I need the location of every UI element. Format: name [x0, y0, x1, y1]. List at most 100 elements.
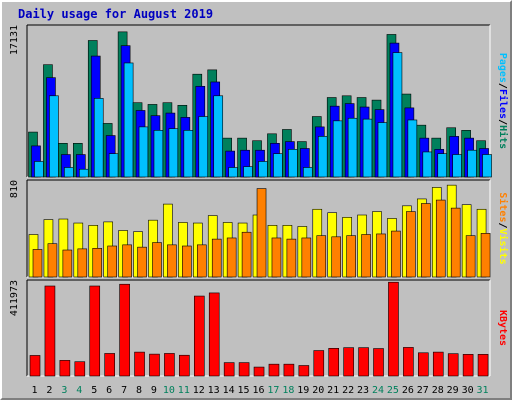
day-label: 19: [297, 385, 309, 396]
sites-bar: [421, 203, 431, 278]
day-label: 31: [477, 385, 489, 396]
pages-bar: [317, 136, 328, 178]
kbytes-legend-label: KBytes: [497, 310, 508, 346]
kbytes-bar: [328, 348, 340, 377]
day-label: 10: [163, 385, 175, 396]
visits-y-max-label: 810: [9, 180, 20, 198]
kbytes-bar: [134, 351, 145, 377]
day-label: 14: [223, 385, 235, 396]
sites-bar: [196, 244, 207, 278]
kbytes-bar: [164, 353, 175, 377]
day-label: 4: [76, 385, 82, 396]
pages-bar: [303, 167, 313, 178]
day-label: 11: [178, 385, 190, 396]
pages-bar: [377, 122, 388, 178]
kbytes-bar: [193, 295, 205, 377]
kbytes-bar: [388, 281, 399, 377]
sites-bar: [47, 243, 58, 278]
day-label: 25: [387, 385, 399, 396]
day-label: 6: [106, 385, 112, 396]
day-label: 21: [327, 385, 339, 396]
sites-bar: [122, 244, 132, 278]
hits-legend-label-pages: Pages: [497, 53, 508, 83]
sites-bar: [316, 235, 327, 278]
kbytes-bar: [223, 362, 235, 377]
kbytes-bar: [104, 353, 115, 377]
pages-bar: [108, 153, 119, 178]
pages-bar: [452, 154, 462, 178]
sites-bar: [465, 235, 476, 278]
hits-legend-label-hits: Hits: [497, 125, 509, 149]
day-label: 22: [342, 385, 354, 396]
pages-bar: [123, 62, 134, 178]
visits-legend-label-sep: /: [497, 222, 508, 228]
kbytes-bar: [283, 363, 295, 377]
pages-bar: [168, 128, 179, 178]
kbytes-bar: [313, 350, 325, 377]
sites-bar: [107, 245, 117, 278]
day-label: 2: [46, 385, 52, 396]
pages-bar: [422, 151, 433, 178]
pages-bar: [64, 167, 74, 178]
day-label: 3: [61, 385, 67, 396]
sites-bar: [286, 238, 297, 278]
pages-bar: [288, 149, 298, 178]
sites-bar: [241, 231, 252, 278]
day-label: 23: [357, 385, 369, 396]
pages-bar: [258, 161, 268, 178]
pages-bar: [153, 130, 164, 178]
pages-bar: [183, 130, 194, 178]
day-label: 1: [31, 385, 37, 396]
kbytes-bar: [149, 353, 160, 377]
day-label: 26: [402, 385, 414, 396]
visits-legend-label-sites: Sites: [497, 192, 509, 222]
sites-bar: [450, 207, 461, 278]
sites-bar: [32, 249, 43, 278]
kbytes-bar: [343, 347, 354, 377]
sites-bar: [361, 234, 371, 278]
day-label: 18: [282, 385, 294, 396]
sites-bar: [480, 233, 491, 278]
day-label: 13: [208, 385, 220, 396]
pages-bar: [79, 168, 89, 178]
pages-bar: [213, 95, 224, 178]
kbytes-bar: [253, 366, 265, 377]
kbytes-bar: [477, 354, 489, 377]
sites-bar: [435, 199, 446, 278]
day-label: 7: [121, 385, 127, 396]
pages-bar: [138, 126, 149, 178]
sites-bar: [137, 246, 147, 278]
kbytes-bar: [238, 362, 250, 377]
day-label: 28: [432, 385, 444, 396]
kbytes-bar: [29, 355, 41, 377]
day-label: 20: [312, 385, 324, 396]
sites-bar: [77, 248, 88, 278]
kbytes-y-max-label: 411973: [9, 280, 20, 316]
pages-bar: [273, 153, 283, 178]
day-label: 24: [372, 385, 384, 396]
sites-bar: [391, 230, 401, 278]
day-label: 5: [91, 385, 97, 396]
pages-bar: [347, 117, 358, 178]
pages-bar: [332, 120, 343, 178]
pages-bar: [482, 154, 492, 178]
sites-bar: [376, 233, 386, 278]
pages-bar: [49, 95, 59, 178]
day-label: 29: [447, 385, 459, 396]
kbytes-legend-label-kbytes: KBytes: [497, 310, 508, 346]
kbytes-bar: [208, 292, 220, 377]
kbytes-bar: [179, 354, 190, 377]
kbytes-bar: [298, 365, 310, 377]
pages-bar: [437, 153, 448, 178]
hits-y-max-label: 17131: [9, 25, 20, 55]
sites-bar: [92, 247, 103, 278]
day-label: 27: [417, 385, 429, 396]
sites-bar: [346, 235, 356, 278]
kbytes-bar: [358, 347, 369, 377]
kbytes-bar: [432, 351, 444, 377]
pages-bar: [34, 161, 44, 178]
chart-title: Daily usage for August 2019: [18, 7, 213, 21]
hits-legend-label-sep2: /: [497, 119, 508, 125]
